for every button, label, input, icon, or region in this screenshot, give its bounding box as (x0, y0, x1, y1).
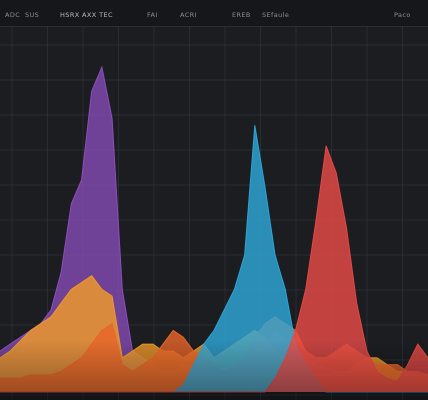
toolbar-item[interactable]: SUS (25, 11, 40, 19)
toolbar-item[interactable]: ADC (5, 11, 21, 19)
toolbar-item[interactable]: FAI (147, 11, 158, 19)
series-area-4 (0, 145, 428, 392)
series-area-3 (0, 125, 428, 392)
toolbar-item[interactable]: Paco (394, 11, 411, 19)
toolbar-item[interactable]: SEfaule (262, 11, 290, 19)
toolbar-item[interactable]: EREB (232, 11, 251, 19)
toolbar-item[interactable]: HSRX AXX TEC (60, 11, 113, 19)
toolbar-item[interactable]: ACRI (180, 11, 197, 19)
top-toolbar: ADC SUS HSRX AXX TEC FAI ACRI EREB SEfau… (0, 0, 428, 27)
floor-shade (0, 340, 428, 400)
